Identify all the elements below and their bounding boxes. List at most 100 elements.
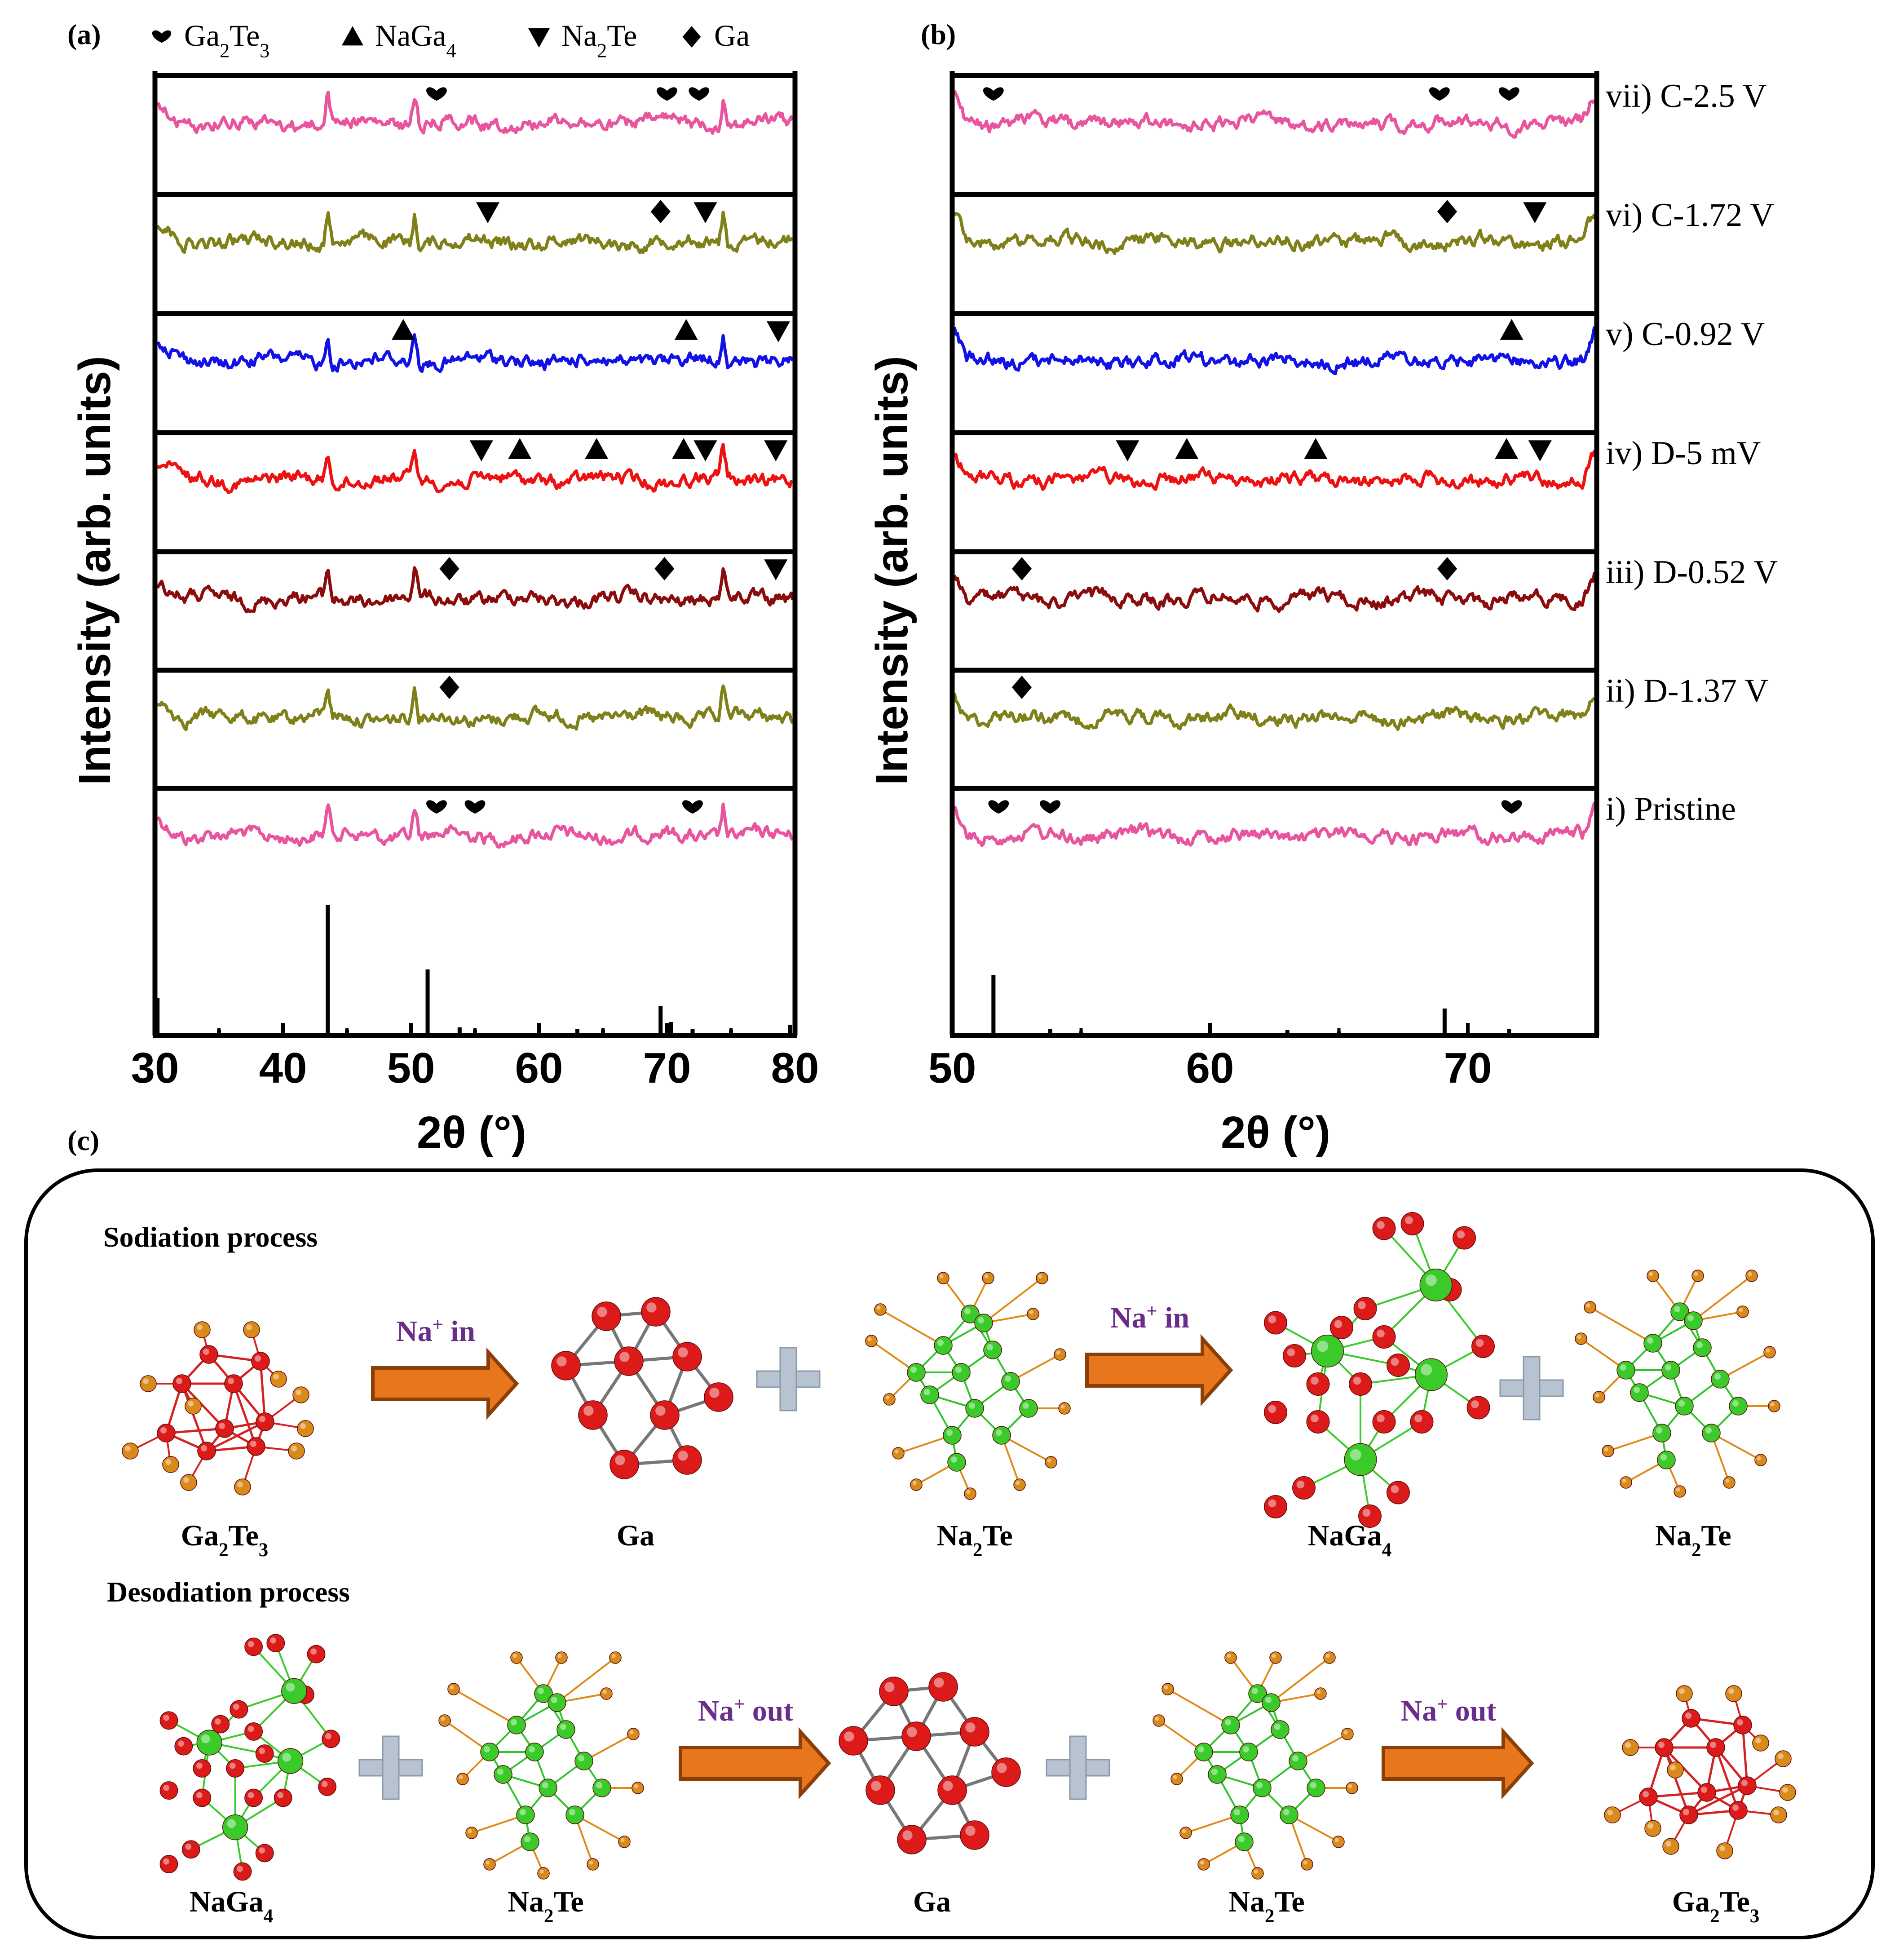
plus-sign — [1499, 1356, 1564, 1420]
bond — [1714, 1747, 1740, 1811]
atom-highlight — [1198, 1746, 1204, 1752]
phase-marker-triangle-down — [764, 440, 788, 461]
atom-highlight — [1311, 1414, 1319, 1423]
xrd-curve — [953, 450, 1596, 491]
atom — [1662, 1838, 1679, 1855]
formula-part: Ga — [1672, 1885, 1710, 1918]
plus-bar — [1069, 1735, 1087, 1800]
atom — [174, 1737, 193, 1756]
atom-highlight — [1647, 1337, 1653, 1344]
formula-part: 2 — [1710, 1906, 1719, 1927]
atom — [507, 1716, 526, 1734]
atom-highlight — [1710, 1742, 1716, 1748]
atom-highlight — [1254, 1869, 1258, 1874]
x-tick-label: 30 — [131, 1044, 179, 1092]
atom-highlight — [296, 1389, 301, 1395]
atom — [483, 1858, 496, 1871]
atom-highlight — [215, 1718, 221, 1725]
xrd-curve — [156, 442, 794, 494]
atom — [1770, 1806, 1787, 1823]
formula-part: in — [443, 1315, 476, 1348]
series-label: iii) D-0.52 V — [1606, 554, 1778, 591]
bond — [1270, 1657, 1330, 1703]
atom-highlight — [1577, 1335, 1581, 1339]
atom — [292, 1386, 309, 1403]
atom-highlight — [1252, 1688, 1258, 1694]
atom — [1045, 1456, 1057, 1469]
atom — [879, 1677, 909, 1706]
atom-highlight — [529, 1746, 535, 1752]
atom — [226, 1759, 245, 1778]
atom-highlight — [520, 1809, 526, 1815]
atom — [565, 1805, 584, 1824]
atom-highlight — [270, 1637, 276, 1644]
atom — [1652, 1424, 1671, 1442]
formula-part: 4 — [264, 1906, 273, 1927]
atom-highlight — [247, 1726, 254, 1732]
series-label: vi) C-1.72 V — [1606, 197, 1774, 234]
bond — [1663, 1747, 1708, 1793]
formula-part: 2 — [597, 40, 607, 62]
atom-highlight — [1737, 1719, 1743, 1726]
atom — [1349, 1372, 1372, 1396]
atom — [587, 1858, 599, 1871]
atom — [1330, 1316, 1353, 1339]
formula-part: NaGa — [190, 1885, 264, 1918]
atom-highlight — [484, 1746, 490, 1752]
atom-highlight — [185, 1844, 192, 1850]
atom — [1264, 1401, 1287, 1424]
atom-highlight — [203, 1349, 209, 1355]
atom-highlight — [1732, 1400, 1739, 1407]
atom — [1725, 1685, 1742, 1702]
atom — [1697, 1783, 1716, 1802]
atom — [172, 1374, 191, 1393]
atom-highlight — [1694, 1272, 1698, 1276]
atom — [1301, 1858, 1313, 1871]
ylabel-b: Intensity (arb. units) — [867, 356, 917, 785]
atom-highlight — [1665, 1841, 1671, 1847]
atom — [1224, 1651, 1237, 1664]
atom-highlight — [969, 1403, 975, 1409]
phase-marker-heart — [657, 87, 677, 101]
atom-highlight — [844, 1731, 854, 1742]
phase-marker-triangle-down — [1116, 440, 1139, 461]
atom — [907, 1363, 926, 1382]
sodiation-structure-label: NaGa4 — [1308, 1519, 1391, 1561]
atom — [600, 1687, 613, 1700]
x-tick-label: 70 — [643, 1044, 691, 1092]
atom — [1667, 1761, 1684, 1779]
atom — [1716, 1842, 1733, 1859]
xrd-curve — [953, 212, 1596, 255]
bond — [1688, 1784, 1748, 1816]
bond — [1741, 1725, 1749, 1786]
atom-highlight — [1325, 1654, 1330, 1658]
phase-marker-triangle-up — [585, 438, 609, 459]
atom-highlight — [951, 1456, 957, 1463]
atom-highlight — [615, 1455, 625, 1465]
naga4-structure — [1264, 1212, 1495, 1528]
atom-highlight — [1303, 1860, 1307, 1865]
atom — [199, 1345, 218, 1364]
formula-part: Ga — [181, 1519, 219, 1552]
atom-highlight — [984, 1274, 989, 1279]
phase-marker-triangle-up — [508, 438, 532, 459]
bond — [574, 1814, 625, 1843]
atom-highlight — [450, 1685, 454, 1690]
atom-highlight — [1719, 1845, 1725, 1851]
reaction-arrow: Na+ in — [1085, 1301, 1233, 1407]
atom — [1622, 1739, 1639, 1756]
phase-marker-triangle-up — [391, 319, 415, 340]
atom — [1779, 1784, 1796, 1801]
atom-highlight — [596, 1782, 602, 1788]
atom-highlight — [219, 1423, 225, 1429]
atom-highlight — [1674, 1306, 1680, 1312]
panel-label-a: (a) — [67, 18, 101, 50]
xrd-panel-a: 30 40 50 60 70 80 — [131, 71, 819, 1092]
atom-highlight — [1634, 1387, 1640, 1393]
atom-highlight — [876, 1305, 881, 1310]
atom — [1387, 1481, 1410, 1504]
formula-part: + — [1437, 1694, 1448, 1715]
x-tick-label: 60 — [1186, 1044, 1234, 1092]
atom-highlight — [1755, 1738, 1761, 1743]
atom — [1208, 1765, 1227, 1784]
